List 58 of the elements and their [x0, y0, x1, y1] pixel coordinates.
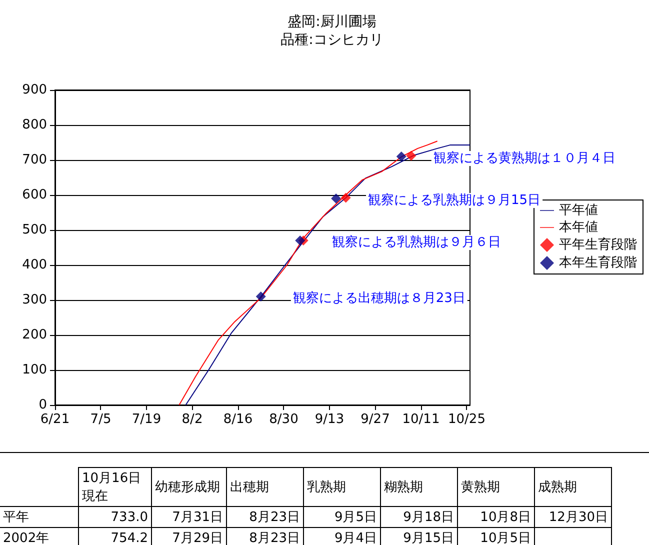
x-tick-label: 10/25 — [448, 412, 486, 427]
legend-label: 平年生育段階 — [559, 236, 637, 252]
text: 9月4日 — [334, 531, 377, 545]
y-tick-label: 0 — [38, 398, 47, 412]
category-label: 2002年 — [3, 531, 50, 545]
chart-subtitle: 品種:コシヒカリ — [280, 32, 384, 48]
point — [331, 194, 342, 204]
category-label: 黄熟期 — [458, 468, 534, 506]
x-tick-label: 6/21 — [40, 412, 70, 427]
y-tick-label: 100 — [22, 362, 47, 378]
text: 9月5日 — [334, 510, 377, 525]
x-tick-label: 9/27 — [360, 412, 390, 427]
legend-label: 平年値 — [559, 203, 598, 218]
annotation: 観察による黄熟期は１０月４日 — [433, 150, 616, 166]
annotation: 観察による乳熟期は９月15日 — [368, 192, 541, 208]
text: 8月23日 — [249, 510, 300, 525]
legend-label: 本年生育段階 — [559, 254, 637, 270]
annotation: 観察による出穂期は８月23日 — [292, 290, 466, 306]
text: 10月8日 — [480, 510, 531, 525]
text: 7月29日 — [172, 531, 223, 545]
y-tick-label: 900 — [22, 82, 47, 98]
point — [406, 150, 416, 161]
x-tick-label: 8/2 — [182, 412, 203, 427]
x-tick-label: 8/30 — [269, 412, 298, 427]
x-tick-label: 7/5 — [90, 412, 112, 427]
y-tick-label: 400 — [22, 258, 47, 272]
text: 754.2 — [110, 530, 148, 545]
y-tick-label: 300 — [22, 292, 47, 308]
text: 10月5日 — [480, 531, 531, 545]
category-label: 10月16日現在 — [78, 468, 152, 506]
text: 9月15日 — [403, 531, 454, 545]
x-tick-label: 7/19 — [132, 412, 162, 427]
point — [256, 292, 266, 302]
category-label: 糊熟期 — [380, 468, 458, 506]
point — [295, 236, 306, 246]
point — [396, 152, 406, 162]
category-label: 乳熟期 — [304, 468, 380, 506]
y-tick-label: 800 — [22, 118, 47, 132]
x-tick-label: 8/16 — [223, 412, 253, 427]
y-tick-label: 700 — [22, 152, 47, 168]
y-tick-label: 600 — [22, 188, 47, 202]
text: 8月23日 — [249, 531, 300, 545]
annotation: 観察による乳熟期は９月６日 — [332, 234, 502, 250]
y-tick-label: 500 — [22, 222, 47, 238]
text: 12月30日 — [548, 510, 608, 525]
y-tick-label: 200 — [22, 328, 47, 342]
x-tick-label: 9/13 — [314, 412, 344, 427]
legend-label: 本年値 — [559, 220, 598, 235]
category-label: 幼穂形成期 — [152, 468, 226, 506]
point — [340, 192, 351, 203]
text: 733.0 — [110, 510, 148, 524]
chart-title: 盛岡:厨川圃場 — [288, 14, 376, 30]
x-tick-label: 10/11 — [402, 412, 440, 427]
text: 7月31日 — [172, 510, 223, 525]
text: 9月18日 — [403, 510, 454, 525]
category-label: 出穂期 — [226, 468, 304, 506]
category-label: 成熟期 — [534, 468, 612, 506]
category-label: 平年 — [3, 510, 29, 525]
